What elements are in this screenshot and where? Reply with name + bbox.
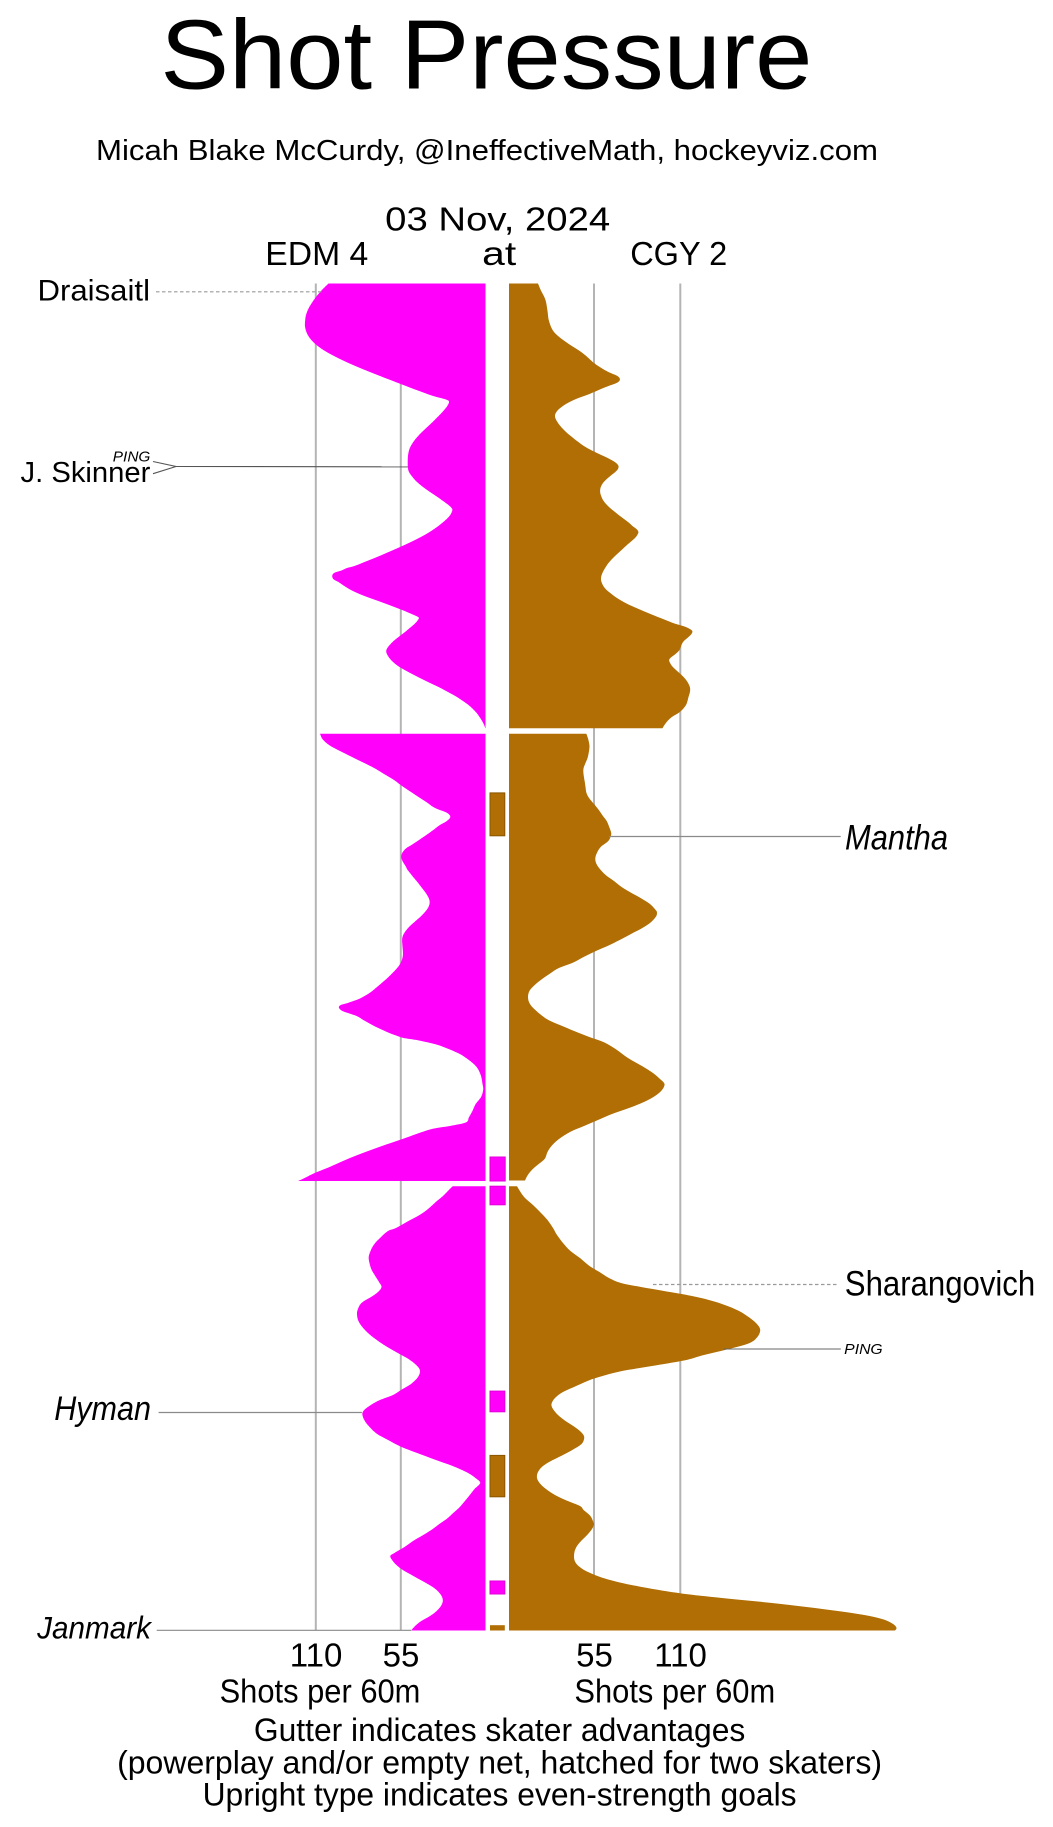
svg-text:110: 110 [290,1637,343,1674]
svg-text:55: 55 [576,1637,613,1674]
svg-text:Shots per 60m: Shots per 60m [574,1673,775,1710]
svg-text:Shot Pressure: Shot Pressure [160,0,812,110]
svg-text:PING: PING [113,449,151,466]
svg-text:CGY 2: CGY 2 [630,235,727,272]
svg-text:Upright type indicates even-st: Upright type indicates even-strength goa… [203,1776,797,1812]
svg-text:03 Nov, 2024: 03 Nov, 2024 [385,201,610,238]
svg-text:at: at [482,235,516,272]
svg-text:Hyman: Hyman [54,1390,151,1428]
svg-text:Gutter indicates skater advant: Gutter indicates skater advantages [254,1712,746,1748]
svg-text:110: 110 [654,1637,707,1674]
svg-text:Micah Blake McCurdy, @Ineffect: Micah Blake McCurdy, @IneffectiveMath, h… [96,135,878,167]
svg-text:55: 55 [383,1637,420,1674]
svg-text:Sharangovich: Sharangovich [845,1264,1035,1303]
svg-text:Mantha: Mantha [845,818,948,858]
svg-text:(powerplay and/or empty net, h: (powerplay and/or empty net, hatched for… [117,1745,882,1781]
svg-text:Shots per 60m: Shots per 60m [220,1673,421,1710]
svg-text:PING: PING [844,1342,883,1358]
svg-text:Draisaitl: Draisaitl [38,275,151,308]
svg-text:Janmark: Janmark [36,1610,153,1646]
svg-text:J. Skinner: J. Skinner [21,457,151,489]
svg-text:EDM 4: EDM 4 [265,235,368,272]
